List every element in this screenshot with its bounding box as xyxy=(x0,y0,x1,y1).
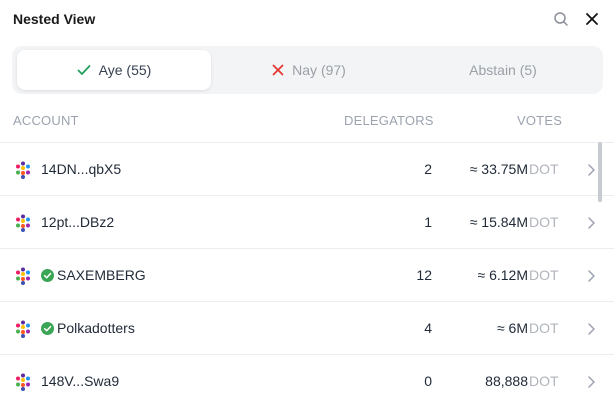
avatar xyxy=(14,373,32,391)
avatar xyxy=(14,320,32,338)
close-icon[interactable] xyxy=(582,9,602,29)
votes-unit: DOT xyxy=(529,267,559,283)
votes-amount: ≈ 6M xyxy=(496,320,528,336)
row-divider xyxy=(0,354,614,355)
chevron-right-icon[interactable] xyxy=(586,322,596,336)
tab-aye[interactable]: Aye (55) xyxy=(17,50,211,90)
column-header-votes: VOTES xyxy=(517,113,563,128)
account-name: SAXEMBERG xyxy=(57,267,146,283)
table-row[interactable]: 14DN...qbX5 2 ≈ 33.75M DOT xyxy=(0,143,600,196)
chevron-right-icon[interactable] xyxy=(586,163,596,177)
account-name: 14DN...qbX5 xyxy=(41,161,122,177)
chevron-right-icon[interactable] xyxy=(586,375,596,389)
votes-amount: ≈ 33.75M xyxy=(469,161,528,177)
x-icon xyxy=(272,64,284,76)
tab-nay-label: Nay (97) xyxy=(292,62,346,78)
table-row[interactable]: 148V...Swa9 0 88,888 DOT xyxy=(0,355,600,406)
row-divider xyxy=(0,195,614,196)
votes-amount: ≈ 15.84M xyxy=(469,214,528,230)
account-name: Polkadotters xyxy=(57,320,135,336)
row-divider xyxy=(0,301,614,302)
avatar xyxy=(14,161,32,179)
account-name: 148V...Swa9 xyxy=(41,373,120,389)
search-icon[interactable] xyxy=(551,9,571,29)
verified-icon xyxy=(41,269,54,282)
verified-icon xyxy=(41,322,54,335)
column-header-delegators: DELEGATORS xyxy=(344,113,434,128)
tab-abstain[interactable]: Abstain (5) xyxy=(407,50,599,90)
divider xyxy=(0,142,614,143)
chevron-right-icon[interactable] xyxy=(586,216,596,230)
delegators-count: 2 xyxy=(424,161,432,177)
votes-unit: DOT xyxy=(529,373,559,389)
account-name: 12pt...DBz2 xyxy=(41,214,115,230)
table-row[interactable]: SAXEMBERG 12 ≈ 6.12M DOT xyxy=(0,249,600,302)
tab-aye-label: Aye (55) xyxy=(98,62,152,78)
delegators-count: 0 xyxy=(424,373,432,389)
column-header-account: ACCOUNT xyxy=(13,113,79,128)
table-row[interactable]: Polkadotters 4 ≈ 6M DOT xyxy=(0,302,600,355)
avatar xyxy=(14,214,32,232)
delegators-count: 1 xyxy=(424,214,432,230)
chevron-right-icon[interactable] xyxy=(586,269,596,283)
votes-unit: DOT xyxy=(529,320,559,336)
check-icon xyxy=(77,64,91,76)
row-divider xyxy=(0,248,614,249)
votes-unit: DOT xyxy=(529,161,559,177)
votes-unit: DOT xyxy=(529,214,559,230)
tab-nay[interactable]: Nay (97) xyxy=(211,50,407,90)
delegators-count: 4 xyxy=(424,320,432,336)
vote-tabs: Aye (55) Nay (97) Abstain (5) xyxy=(12,46,603,94)
tab-abstain-label: Abstain (5) xyxy=(469,62,537,78)
delegators-count: 12 xyxy=(416,267,432,283)
panel-header: Nested View xyxy=(0,0,614,40)
votes-amount: 88,888 xyxy=(485,373,528,389)
scrollbar[interactable] xyxy=(598,142,602,202)
table-row[interactable]: 12pt...DBz2 1 ≈ 15.84M DOT xyxy=(0,196,600,249)
panel-title: Nested View xyxy=(13,11,96,27)
votes-amount: ≈ 6.12M xyxy=(477,267,528,283)
avatar xyxy=(14,267,32,285)
